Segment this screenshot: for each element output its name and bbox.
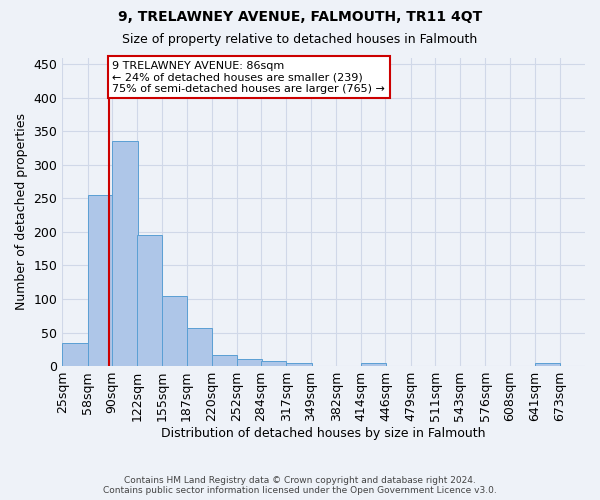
Bar	[187, 328, 212, 366]
Bar	[535, 364, 560, 366]
Bar	[212, 354, 237, 366]
Bar	[112, 142, 137, 366]
Bar	[236, 360, 262, 366]
Bar	[88, 195, 113, 366]
Bar	[62, 342, 88, 366]
Text: Contains HM Land Registry data © Crown copyright and database right 2024.
Contai: Contains HM Land Registry data © Crown c…	[103, 476, 497, 495]
Text: Size of property relative to detached houses in Falmouth: Size of property relative to detached ho…	[122, 32, 478, 46]
X-axis label: Distribution of detached houses by size in Falmouth: Distribution of detached houses by size …	[161, 427, 486, 440]
Bar	[137, 236, 162, 366]
Bar	[361, 364, 386, 366]
Y-axis label: Number of detached properties: Number of detached properties	[15, 114, 28, 310]
Text: 9 TRELAWNEY AVENUE: 86sqm
← 24% of detached houses are smaller (239)
75% of semi: 9 TRELAWNEY AVENUE: 86sqm ← 24% of detac…	[112, 61, 385, 94]
Text: 9, TRELAWNEY AVENUE, FALMOUTH, TR11 4QT: 9, TRELAWNEY AVENUE, FALMOUTH, TR11 4QT	[118, 10, 482, 24]
Bar	[261, 362, 286, 366]
Bar	[162, 296, 187, 366]
Bar	[286, 364, 312, 366]
